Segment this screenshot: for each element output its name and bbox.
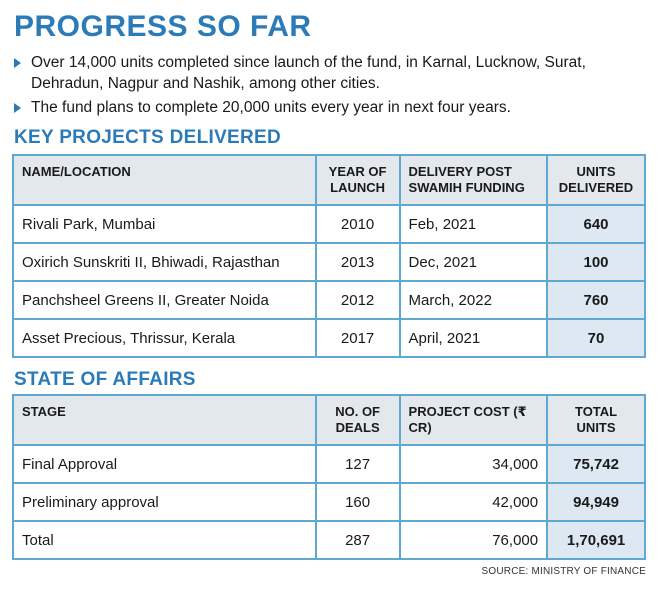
units-cell: 100 [546, 242, 646, 282]
delivery-cell: Feb, 2021 [398, 204, 549, 244]
project-cost-cell: 76,000 [398, 520, 549, 560]
column-header: YEAR OF LAUNCH [314, 154, 401, 206]
table-row: Preliminary approval 160 42,000 94,949 [12, 482, 646, 522]
bullet-text: The fund plans to complete 20,000 units … [31, 99, 511, 116]
project-cost-cell: 34,000 [398, 444, 549, 484]
state-of-affairs-title: STATE OF AFFAIRS [14, 369, 196, 390]
column-header: UNITS DELIVERED [546, 154, 646, 206]
project-cost-cell: 42,000 [398, 482, 549, 522]
table-row: Asset Precious, Thrissur, Kerala 2017 Ap… [12, 318, 646, 358]
project-name-cell: Oxirich Sunskriti II, Bhiwadi, Rajasthan [12, 242, 317, 282]
stage-cell: Final Approval [12, 444, 317, 484]
year-cell: 2017 [314, 318, 401, 358]
key-projects-title: KEY PROJECTS DELIVERED [14, 127, 282, 148]
page-title: PROGRESS SO FAR [14, 10, 312, 43]
table-row: Panchsheel Greens II, Greater Noida 2012… [12, 280, 646, 320]
project-name-cell: Rivali Park, Mumbai [12, 204, 317, 244]
stage-cell: Preliminary approval [12, 482, 317, 522]
project-name-cell: Asset Precious, Thrissur, Kerala [12, 318, 317, 358]
key-projects-table: NAME/LOCATION YEAR OF LAUNCH DELIVERY PO… [12, 154, 646, 358]
total-units-cell: 1,70,691 [546, 520, 646, 560]
column-header: NO. OF DEALS [314, 394, 401, 446]
units-cell: 640 [546, 204, 646, 244]
source-note: SOURCE: MINISTRY OF FINANCE [481, 566, 646, 577]
column-header: DELIVERY POST SWAMIH FUNDING [398, 154, 549, 206]
bullet-item: The fund plans to complete 20,000 units … [14, 97, 654, 118]
table-row: Oxirich Sunskriti II, Bhiwadi, Rajasthan… [12, 242, 646, 282]
bullet-list: Over 14,000 units completed since launch… [14, 52, 654, 121]
deals-cell: 127 [314, 444, 401, 484]
total-units-cell: 94,949 [546, 482, 646, 522]
table-row: Final Approval 127 34,000 75,742 [12, 444, 646, 484]
column-header: NAME/LOCATION [12, 154, 317, 206]
bullet-text: Over 14,000 units completed since launch… [31, 54, 586, 92]
triangle-bullet-icon [14, 58, 21, 68]
units-cell: 70 [546, 318, 646, 358]
deals-cell: 160 [314, 482, 401, 522]
project-name-cell: Panchsheel Greens II, Greater Noida [12, 280, 317, 320]
table-header-row: STAGE NO. OF DEALS PROJECT COST (₹ CR) T… [12, 394, 646, 446]
delivery-cell: Dec, 2021 [398, 242, 549, 282]
deals-cell: 287 [314, 520, 401, 560]
table-row: Rivali Park, Mumbai 2010 Feb, 2021 640 [12, 204, 646, 244]
units-cell: 760 [546, 280, 646, 320]
year-cell: 2010 [314, 204, 401, 244]
state-of-affairs-table: STAGE NO. OF DEALS PROJECT COST (₹ CR) T… [12, 394, 646, 560]
delivery-cell: March, 2022 [398, 280, 549, 320]
total-units-cell: 75,742 [546, 444, 646, 484]
column-header: TOTAL UNITS [546, 394, 646, 446]
bullet-item: Over 14,000 units completed since launch… [14, 52, 654, 94]
stage-cell: Total [12, 520, 317, 560]
year-cell: 2013 [314, 242, 401, 282]
table-row: Total 287 76,000 1,70,691 [12, 520, 646, 560]
delivery-cell: April, 2021 [398, 318, 549, 358]
triangle-bullet-icon [14, 103, 21, 113]
column-header: STAGE [12, 394, 317, 446]
table-header-row: NAME/LOCATION YEAR OF LAUNCH DELIVERY PO… [12, 154, 646, 206]
column-header: PROJECT COST (₹ CR) [398, 394, 549, 446]
year-cell: 2012 [314, 280, 401, 320]
